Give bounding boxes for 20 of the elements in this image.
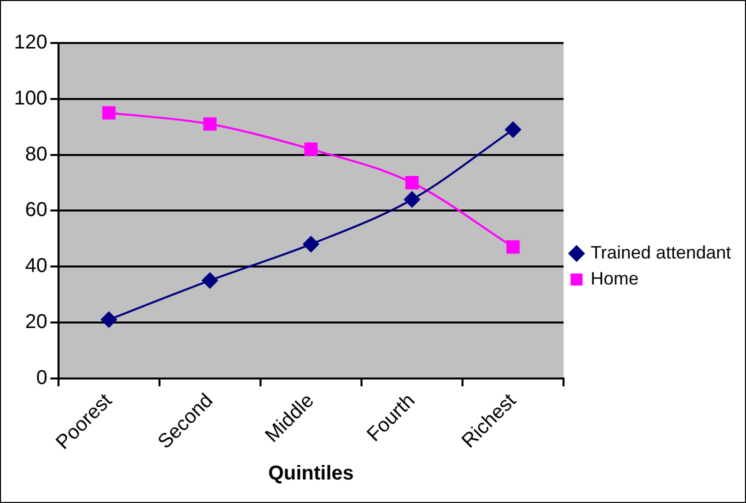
point [405,176,419,190]
point [304,142,318,156]
point [302,236,319,252]
y-tick-label: 20 [25,310,48,333]
y-tick-label: 80 [25,143,48,166]
point [102,106,116,120]
point [100,312,117,328]
x-axis-title: Quintiles [268,462,354,485]
legend-label: Home [590,268,639,288]
point [505,122,522,138]
point [202,272,218,288]
legend-label: Trained attendant [590,242,732,262]
point [203,117,217,131]
y-tick-label: 100 [14,87,48,110]
y-tick-label: 0 [36,366,48,389]
y-tick-label: 60 [25,199,48,222]
point [404,191,420,208]
point [506,240,520,254]
y-tick-label: 120 [14,32,48,54]
y-tick-label: 40 [25,255,48,278]
